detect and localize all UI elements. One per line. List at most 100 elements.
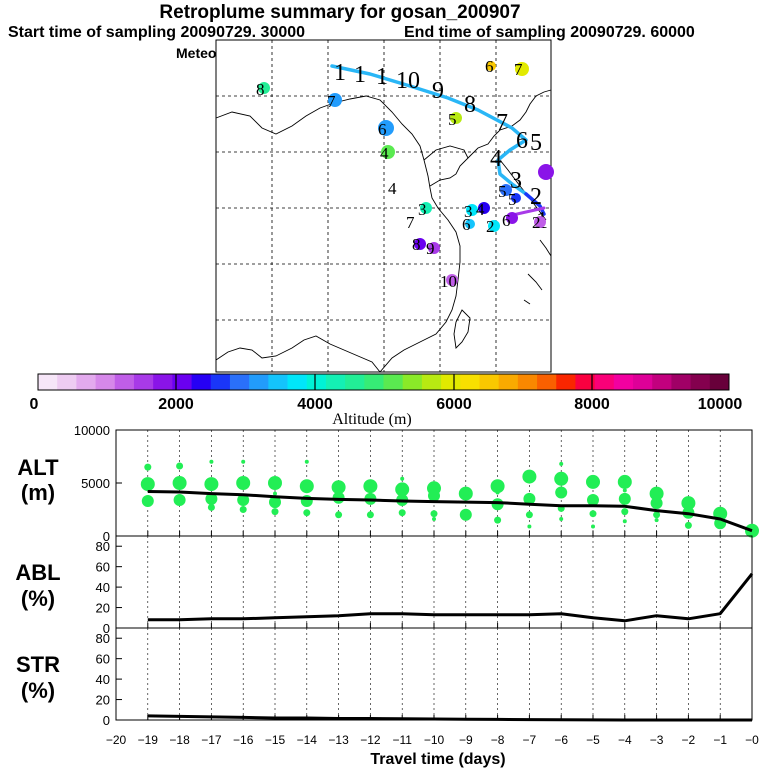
colorbar-swatch <box>498 374 519 390</box>
x-tick-label: −18 <box>169 733 190 747</box>
alt-dot <box>432 517 436 521</box>
x-tick-label: −3 <box>650 733 664 747</box>
colorbar-swatch <box>556 374 576 390</box>
colorbar-swatch <box>210 374 231 390</box>
colorbar-swatch <box>690 374 711 390</box>
alt-dot <box>176 462 184 470</box>
traj-label: 5 <box>530 130 542 156</box>
alt-dot <box>209 459 214 464</box>
y-axis-label: STR <box>16 652 60 677</box>
cluster-label: 4 <box>388 179 397 198</box>
cluster-label: 3 <box>418 200 427 219</box>
alt-dot <box>268 476 282 490</box>
alt-dot <box>589 510 597 518</box>
y-axis-unit: (%) <box>21 586 55 611</box>
alt-dot <box>559 461 564 466</box>
alt-line <box>147 490 753 533</box>
colorbar-tick-label: 4000 <box>297 396 333 413</box>
x-tick-label: −11 <box>392 733 412 747</box>
colorbar-swatch <box>575 374 596 390</box>
alt-dot <box>273 491 277 496</box>
colorbar-swatch <box>191 374 212 390</box>
alt-dot <box>205 492 218 505</box>
x-tick-label: −6 <box>554 733 568 747</box>
y-tick-label: 0 <box>103 713 110 728</box>
y-tick-label: 60 <box>96 560 110 575</box>
alt-dot <box>428 489 440 502</box>
sampling-end-label: End time of sampling 20090729. 60000 <box>404 24 695 41</box>
colorbar-swatch <box>633 374 653 390</box>
alt-dot <box>335 511 343 519</box>
alt-dot <box>141 495 154 507</box>
alt-dot <box>622 519 627 524</box>
cluster-label: 7 <box>406 213 415 232</box>
alt-dot <box>172 476 187 490</box>
colorbar-swatch <box>671 374 692 390</box>
colorbar-swatch <box>95 374 116 390</box>
str-line <box>147 714 752 722</box>
colorbar-tick-label: 0 <box>30 396 39 413</box>
alt-dot <box>591 524 595 529</box>
colorbar-tick-label: 10000 <box>698 396 743 413</box>
colorbar-swatch <box>325 374 346 390</box>
x-tick-label: −9 <box>459 733 473 747</box>
cluster-label: 6 <box>502 211 511 230</box>
traj-label: 7 <box>496 110 508 136</box>
altitude-colorbar <box>37 373 730 391</box>
alt-dot <box>523 492 536 505</box>
traj-label: 1 <box>334 60 346 86</box>
alt-dot <box>650 497 663 510</box>
colorbar-swatch <box>306 374 327 390</box>
alt-dot <box>681 496 696 511</box>
colorbar-swatch <box>345 374 365 390</box>
alt-dot <box>241 459 246 464</box>
colorbar-swatch <box>249 374 269 390</box>
cluster-label: 7 <box>327 92 336 111</box>
y-tick-label: 5000 <box>81 476 110 491</box>
colorbar-swatch <box>709 374 730 390</box>
alt-dot <box>587 494 599 506</box>
alt-dot <box>525 511 533 519</box>
x-tick-label: −12 <box>360 733 381 747</box>
colorbar-tick-label: 6000 <box>436 396 472 413</box>
traj-label: 8 <box>464 92 476 118</box>
cluster-label: 2 <box>532 213 541 232</box>
y-tick-label: 40 <box>96 580 110 595</box>
cluster-label: 4 <box>380 144 389 163</box>
alt-dot <box>554 471 569 486</box>
colorbar-swatch <box>114 374 135 390</box>
x-tick-label: −10 <box>424 733 445 747</box>
x-tick-label: −13 <box>328 733 349 747</box>
traj-label: 1 <box>376 64 388 90</box>
map-panel: 1 1 1 10 9 8 7 6 5 4 3 2 1 8 7 6 5 4 4 3… <box>215 39 554 373</box>
x-tick-label: −2 <box>682 733 696 747</box>
colorbar-axis-label: Altitude (m) <box>332 411 412 428</box>
cluster-label: 6 <box>378 120 387 139</box>
cluster-label: 2 <box>486 217 495 236</box>
cluster-label: 5 <box>508 190 517 209</box>
alt-dot <box>527 524 532 529</box>
time-series-panels: 1000050000ALT(m)806040200ABL(%)806040200… <box>15 423 759 728</box>
alt-dot <box>654 518 659 523</box>
cluster-label: 5 <box>498 182 507 201</box>
colorbar-swatch <box>652 374 672 390</box>
colorbar-labels: 0 2000 4000 6000 8000 10000 Altitude (m) <box>30 396 743 428</box>
traj-label: 9 <box>432 78 444 104</box>
colorbar-swatch <box>268 374 288 390</box>
colorbar-frame <box>37 373 730 391</box>
traj-label: 4 <box>490 146 502 172</box>
panel-str: 80 60 40 20 0 STR(%) <box>16 627 753 728</box>
sampling-start-label: Start time of sampling 20090729. 30000 <box>8 24 306 41</box>
colorbar-swatch <box>76 374 96 390</box>
alt-dot <box>495 490 500 495</box>
y-tick-label: 0 <box>103 621 110 636</box>
x-tick-label: −4 <box>618 733 632 747</box>
x-tick-label: −15 <box>265 733 286 747</box>
alt-dot <box>237 494 250 506</box>
cluster-label: 4 <box>476 200 485 219</box>
alt-dot <box>617 474 632 489</box>
y-tick-label: 60 <box>96 652 110 667</box>
alt-dot <box>331 480 346 495</box>
colorbar-tick-label: 8000 <box>574 396 610 413</box>
